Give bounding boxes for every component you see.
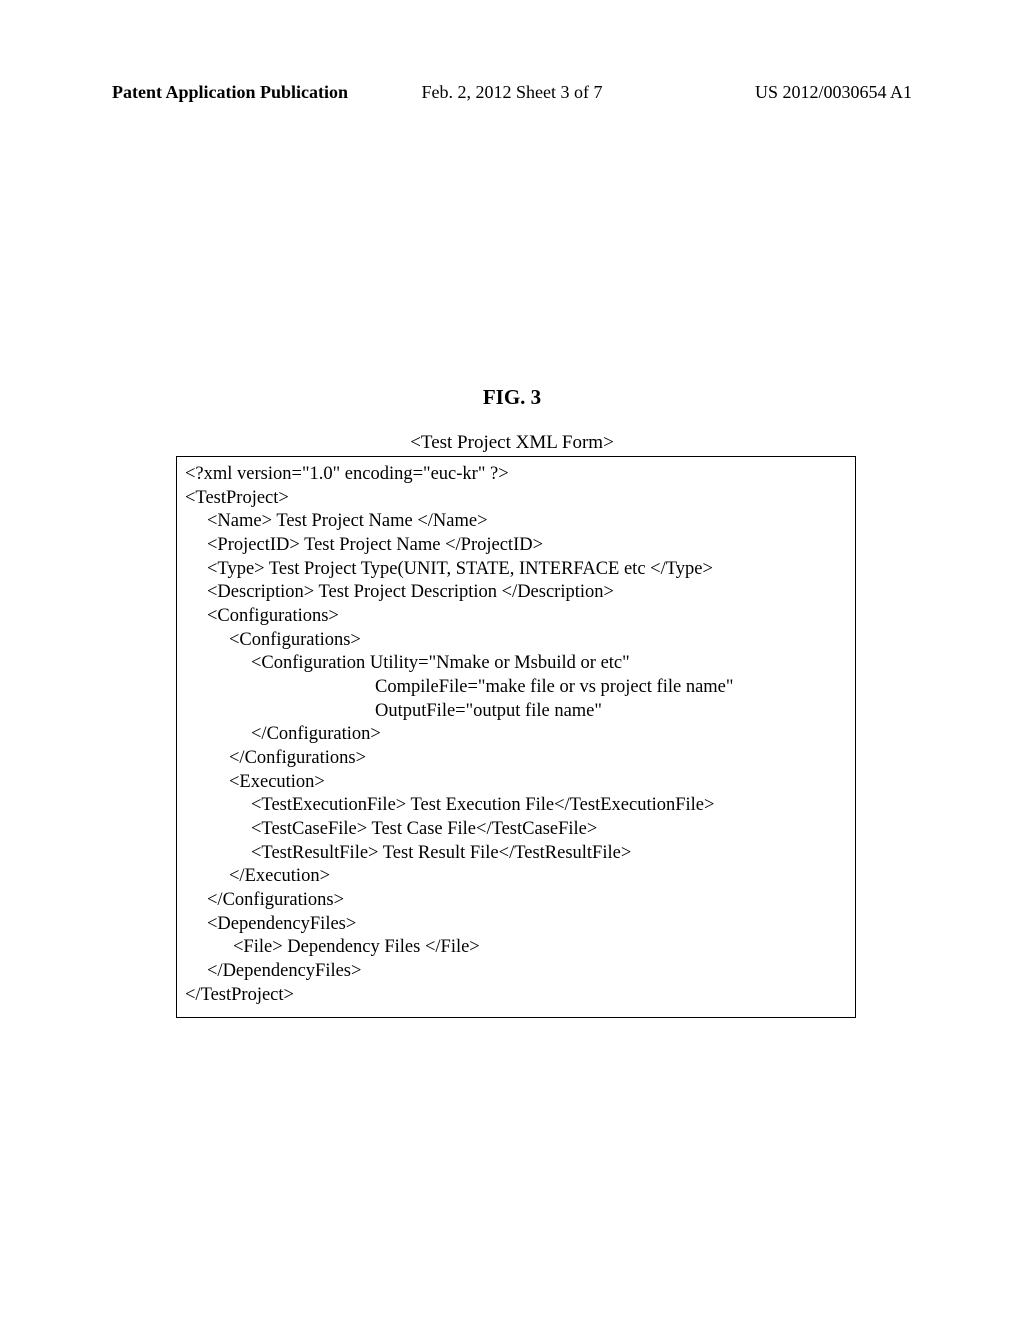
page-header: Patent Application Publication Feb. 2, 2… — [112, 82, 912, 103]
code-line: </Configurations> — [185, 747, 847, 771]
code-line: </TestProject> — [185, 984, 847, 1008]
code-line: <File> Dependency Files </File> — [185, 936, 847, 960]
code-line: <Type> Test Project Type(UNIT, STATE, IN… — [185, 558, 847, 582]
code-line: <Name> Test Project Name </Name> — [185, 510, 847, 534]
code-line: </Configurations> — [185, 889, 847, 913]
patent-page: Patent Application Publication Feb. 2, 2… — [0, 0, 1024, 1320]
xml-form-title: <Test Project XML Form> — [410, 432, 614, 454]
code-line: <Configuration Utility="Nmake or Msbuild… — [185, 652, 847, 676]
code-line: <DependencyFiles> — [185, 913, 847, 937]
header-left: Patent Application Publication — [112, 82, 348, 103]
code-line: <Configurations> — [185, 629, 847, 653]
xml-code-box: <?xml version="1.0" encoding="euc-kr" ?>… — [176, 456, 856, 1018]
code-line: <TestResultFile> Test Result File</TestR… — [185, 842, 847, 866]
code-line: <Configurations> — [185, 605, 847, 629]
header-center: Feb. 2, 2012 Sheet 3 of 7 — [422, 82, 603, 103]
header-right: US 2012/0030654 A1 — [755, 82, 912, 103]
code-line: <TestExecutionFile> Test Execution File<… — [185, 794, 847, 818]
figure-title: FIG. 3 — [483, 385, 541, 410]
code-line: CompileFile="make file or vs project fil… — [185, 676, 847, 700]
code-line: <?xml version="1.0" encoding="euc-kr" ?> — [185, 463, 847, 487]
code-line: </Configuration> — [185, 723, 847, 747]
code-line: <Description> Test Project Description <… — [185, 581, 847, 605]
code-line: <ProjectID> Test Project Name </ProjectI… — [185, 534, 847, 558]
code-line: <Execution> — [185, 771, 847, 795]
code-line: <TestCaseFile> Test Case File</TestCaseF… — [185, 818, 847, 842]
code-line: </DependencyFiles> — [185, 960, 847, 984]
code-line: </Execution> — [185, 865, 847, 889]
code-line: <TestProject> — [185, 487, 847, 511]
code-line: OutputFile="output file name" — [185, 700, 847, 724]
